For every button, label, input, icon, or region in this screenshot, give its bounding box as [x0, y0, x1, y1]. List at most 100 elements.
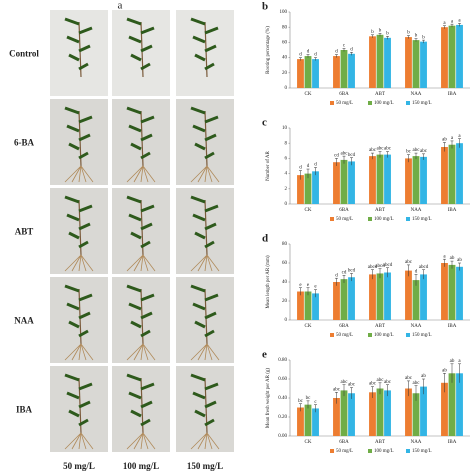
y-tick-label: 100	[280, 10, 288, 15]
legend-label: 50 mg/L	[336, 217, 353, 222]
root	[71, 343, 82, 361]
bar	[304, 56, 312, 88]
significance-letter: abcd	[383, 263, 393, 268]
root	[142, 254, 156, 272]
leafy-branch	[140, 222, 153, 231]
bar	[384, 272, 391, 320]
bar	[369, 274, 376, 320]
leafy-branch	[140, 418, 151, 427]
root	[64, 343, 82, 361]
column-label: 50 mg/L	[63, 461, 95, 471]
bar	[405, 158, 412, 204]
significance-letter: d	[350, 47, 353, 52]
row-label: Control	[9, 49, 39, 59]
bar	[376, 273, 384, 320]
leafy-branch	[128, 124, 142, 133]
significance-letter: d	[307, 164, 310, 169]
root	[190, 432, 208, 450]
root	[126, 343, 144, 361]
legend-label: 50 mg/L	[336, 449, 353, 454]
significance-letter: abc	[384, 380, 392, 385]
row-label: ABT	[15, 227, 34, 237]
leafy-branch	[78, 44, 91, 53]
leafy-branch	[78, 311, 91, 320]
legend-label: 100 mg/L	[374, 333, 394, 338]
root	[142, 432, 156, 450]
root	[204, 343, 208, 361]
root	[71, 165, 82, 183]
significance-letter: abc	[333, 387, 341, 392]
leafy-branch	[128, 302, 142, 311]
significance-letter: a	[458, 134, 461, 139]
leafy-branch	[192, 35, 206, 44]
bar	[376, 388, 384, 436]
legend-swatch	[368, 101, 372, 105]
leafy-branch	[126, 106, 142, 115]
leafy-branch	[128, 391, 142, 400]
leafy-branch	[130, 53, 142, 62]
y-tick-label: 2	[285, 187, 288, 192]
bar	[412, 156, 420, 204]
significance-letter: ab	[450, 359, 455, 364]
bar	[420, 156, 427, 204]
significance-letter: abcd	[419, 265, 429, 270]
bar	[304, 173, 312, 204]
significance-letter: bcd	[348, 153, 356, 158]
root	[64, 165, 82, 183]
leafy-branch	[130, 142, 142, 151]
y-tick-label: 0	[285, 202, 288, 207]
y-axis-title: Mean fresh weight per AR (g)	[266, 368, 271, 428]
root	[197, 254, 208, 272]
significance-letter: e	[299, 283, 302, 288]
leafy-branch	[204, 400, 217, 409]
leafy-branch	[204, 418, 215, 427]
significance-letter: d	[415, 270, 418, 275]
leafy-branch	[190, 284, 206, 293]
significance-letter: b	[379, 28, 382, 33]
bar	[412, 393, 420, 436]
leafy-branch	[78, 222, 91, 231]
significance-letter: d	[335, 50, 338, 55]
significance-letter: bc	[306, 396, 312, 401]
bar	[456, 373, 463, 436]
bar	[312, 171, 319, 204]
x-tick-label: 6BA	[339, 92, 349, 97]
leafy-branch	[68, 53, 80, 62]
leafy-branch	[66, 391, 80, 400]
leafy-branch	[140, 204, 155, 213]
bar	[348, 53, 355, 88]
root	[80, 254, 94, 272]
leafy-branch	[68, 142, 80, 151]
root	[142, 165, 156, 183]
x-tick-label: IBA	[448, 92, 457, 97]
root	[142, 254, 149, 272]
leafy-branch	[190, 106, 206, 115]
bar	[441, 27, 448, 88]
significance-letter: abc	[341, 380, 349, 385]
leafy-branch	[78, 204, 93, 213]
bar	[312, 293, 319, 320]
significance-letter: abc	[369, 148, 377, 153]
significance-letter: bc	[298, 399, 304, 404]
x-tick-label: CK	[305, 440, 312, 445]
root	[78, 343, 82, 361]
root	[64, 254, 82, 272]
y-tick-label: 0	[285, 86, 288, 91]
bar	[369, 392, 376, 436]
leafy-branch	[192, 213, 206, 222]
leafy-branch	[194, 231, 206, 240]
y-tick-label: 10	[282, 126, 288, 131]
leafy-branch	[130, 231, 142, 240]
leafy-branch	[140, 115, 155, 124]
bar	[297, 175, 304, 204]
leafy-branch	[204, 26, 219, 35]
significance-letter: b	[407, 31, 410, 36]
leafy-branch	[190, 17, 206, 26]
y-tick-label: 60	[282, 261, 288, 266]
root	[197, 343, 208, 361]
legend-swatch	[406, 333, 410, 337]
significance-letter: b	[386, 31, 389, 36]
panel-label: e	[262, 349, 267, 361]
bar	[297, 291, 304, 320]
y-tick-label: 20	[282, 299, 288, 304]
